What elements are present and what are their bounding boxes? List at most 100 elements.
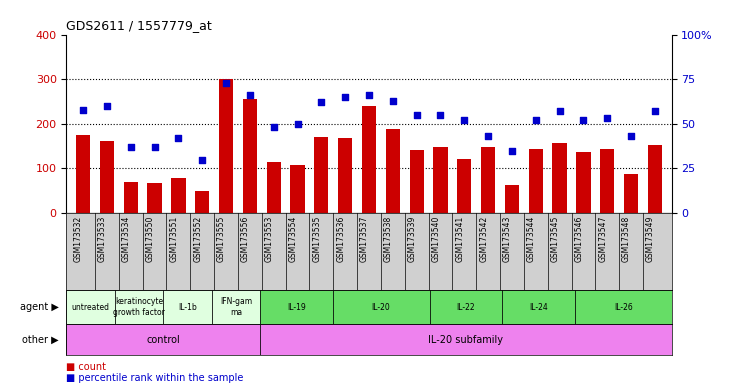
Text: GSM173555: GSM173555 — [217, 215, 226, 262]
Text: ■ percentile rank within the sample: ■ percentile rank within the sample — [66, 373, 244, 383]
Text: GSM173545: GSM173545 — [551, 215, 559, 262]
Bar — [243, 99, 257, 213]
Text: GSM173550: GSM173550 — [145, 215, 154, 262]
Point — [101, 103, 113, 109]
Bar — [553, 143, 567, 213]
Text: GSM173552: GSM173552 — [193, 215, 202, 262]
Text: GSM173544: GSM173544 — [527, 215, 536, 262]
Point — [411, 112, 423, 118]
Text: GSM173541: GSM173541 — [455, 215, 464, 262]
Bar — [481, 147, 495, 213]
Text: IL-24: IL-24 — [529, 303, 548, 312]
Text: control: control — [146, 335, 180, 345]
Text: GSM173536: GSM173536 — [337, 215, 345, 262]
Text: GSM173556: GSM173556 — [241, 215, 250, 262]
Bar — [163, 290, 212, 324]
Point — [554, 108, 565, 114]
Point — [292, 121, 303, 127]
Bar — [212, 290, 260, 324]
Point — [339, 94, 351, 100]
Bar — [333, 290, 430, 324]
Text: GSM173554: GSM173554 — [289, 215, 297, 262]
Bar — [171, 178, 185, 213]
Bar — [410, 150, 424, 213]
Bar — [502, 290, 575, 324]
Text: GSM173542: GSM173542 — [479, 215, 488, 262]
Text: IL-1b: IL-1b — [178, 303, 197, 312]
Point — [625, 133, 637, 139]
Bar — [338, 138, 352, 213]
Text: GSM173553: GSM173553 — [265, 215, 274, 262]
Bar — [362, 106, 376, 213]
Bar — [576, 152, 590, 213]
Bar — [66, 290, 115, 324]
Text: IL-22: IL-22 — [457, 303, 475, 312]
Bar — [457, 159, 472, 213]
Point — [220, 80, 232, 86]
Bar — [260, 290, 333, 324]
Text: GSM173533: GSM173533 — [98, 215, 107, 262]
Point — [435, 112, 446, 118]
Text: GSM173548: GSM173548 — [622, 215, 631, 262]
Text: GDS2611 / 1557779_at: GDS2611 / 1557779_at — [66, 19, 212, 32]
Text: GSM173547: GSM173547 — [599, 215, 607, 262]
Text: GSM173540: GSM173540 — [432, 215, 441, 262]
Text: other ▶: other ▶ — [22, 335, 59, 345]
Point — [196, 157, 208, 163]
Bar — [430, 290, 502, 324]
Text: agent ▶: agent ▶ — [20, 302, 59, 312]
Point — [315, 99, 327, 106]
Point — [578, 117, 590, 123]
Point — [482, 133, 494, 139]
Text: GSM173543: GSM173543 — [503, 215, 512, 262]
Point — [387, 98, 399, 104]
Point — [363, 92, 375, 98]
Point — [601, 116, 613, 122]
Bar — [600, 149, 615, 213]
Text: IL-19: IL-19 — [287, 303, 306, 312]
Text: GSM173549: GSM173549 — [646, 215, 655, 262]
Bar — [195, 191, 210, 213]
Bar — [148, 183, 162, 213]
Point — [268, 124, 280, 131]
Point — [530, 117, 542, 123]
Bar — [219, 79, 233, 213]
Point — [649, 108, 661, 114]
Text: GSM173551: GSM173551 — [170, 215, 179, 262]
Text: untreated: untreated — [72, 303, 110, 312]
Point — [125, 144, 137, 150]
Text: GSM173532: GSM173532 — [74, 215, 83, 262]
Bar — [100, 141, 114, 213]
Point — [458, 117, 470, 123]
Bar — [115, 290, 163, 324]
Bar — [314, 137, 328, 213]
Point — [148, 144, 160, 150]
Bar — [624, 174, 638, 213]
Text: IL-26: IL-26 — [614, 303, 632, 312]
Text: GSM173538: GSM173538 — [384, 215, 393, 262]
Bar — [575, 290, 672, 324]
Text: GSM173535: GSM173535 — [312, 215, 321, 262]
Text: GSM173537: GSM173537 — [360, 215, 369, 262]
Bar — [76, 135, 90, 213]
Text: ■ count: ■ count — [66, 362, 106, 372]
Bar — [648, 145, 662, 213]
Bar — [433, 147, 448, 213]
Text: GSM173546: GSM173546 — [574, 215, 584, 262]
Point — [244, 92, 256, 98]
Text: IL-20 subfamily: IL-20 subfamily — [428, 335, 503, 345]
Text: IFN-gam
ma: IFN-gam ma — [220, 298, 252, 317]
Point — [77, 106, 89, 113]
Text: GSM173539: GSM173539 — [407, 215, 417, 262]
Bar — [266, 162, 281, 213]
Bar — [66, 324, 260, 355]
Text: GSM173534: GSM173534 — [122, 215, 131, 262]
Bar — [123, 182, 138, 213]
Bar — [260, 324, 672, 355]
Text: keratinocyte
growth factor: keratinocyte growth factor — [113, 298, 165, 317]
Point — [173, 135, 184, 141]
Text: IL-20: IL-20 — [372, 303, 390, 312]
Bar — [505, 185, 519, 213]
Bar — [290, 165, 305, 213]
Bar — [386, 129, 400, 213]
